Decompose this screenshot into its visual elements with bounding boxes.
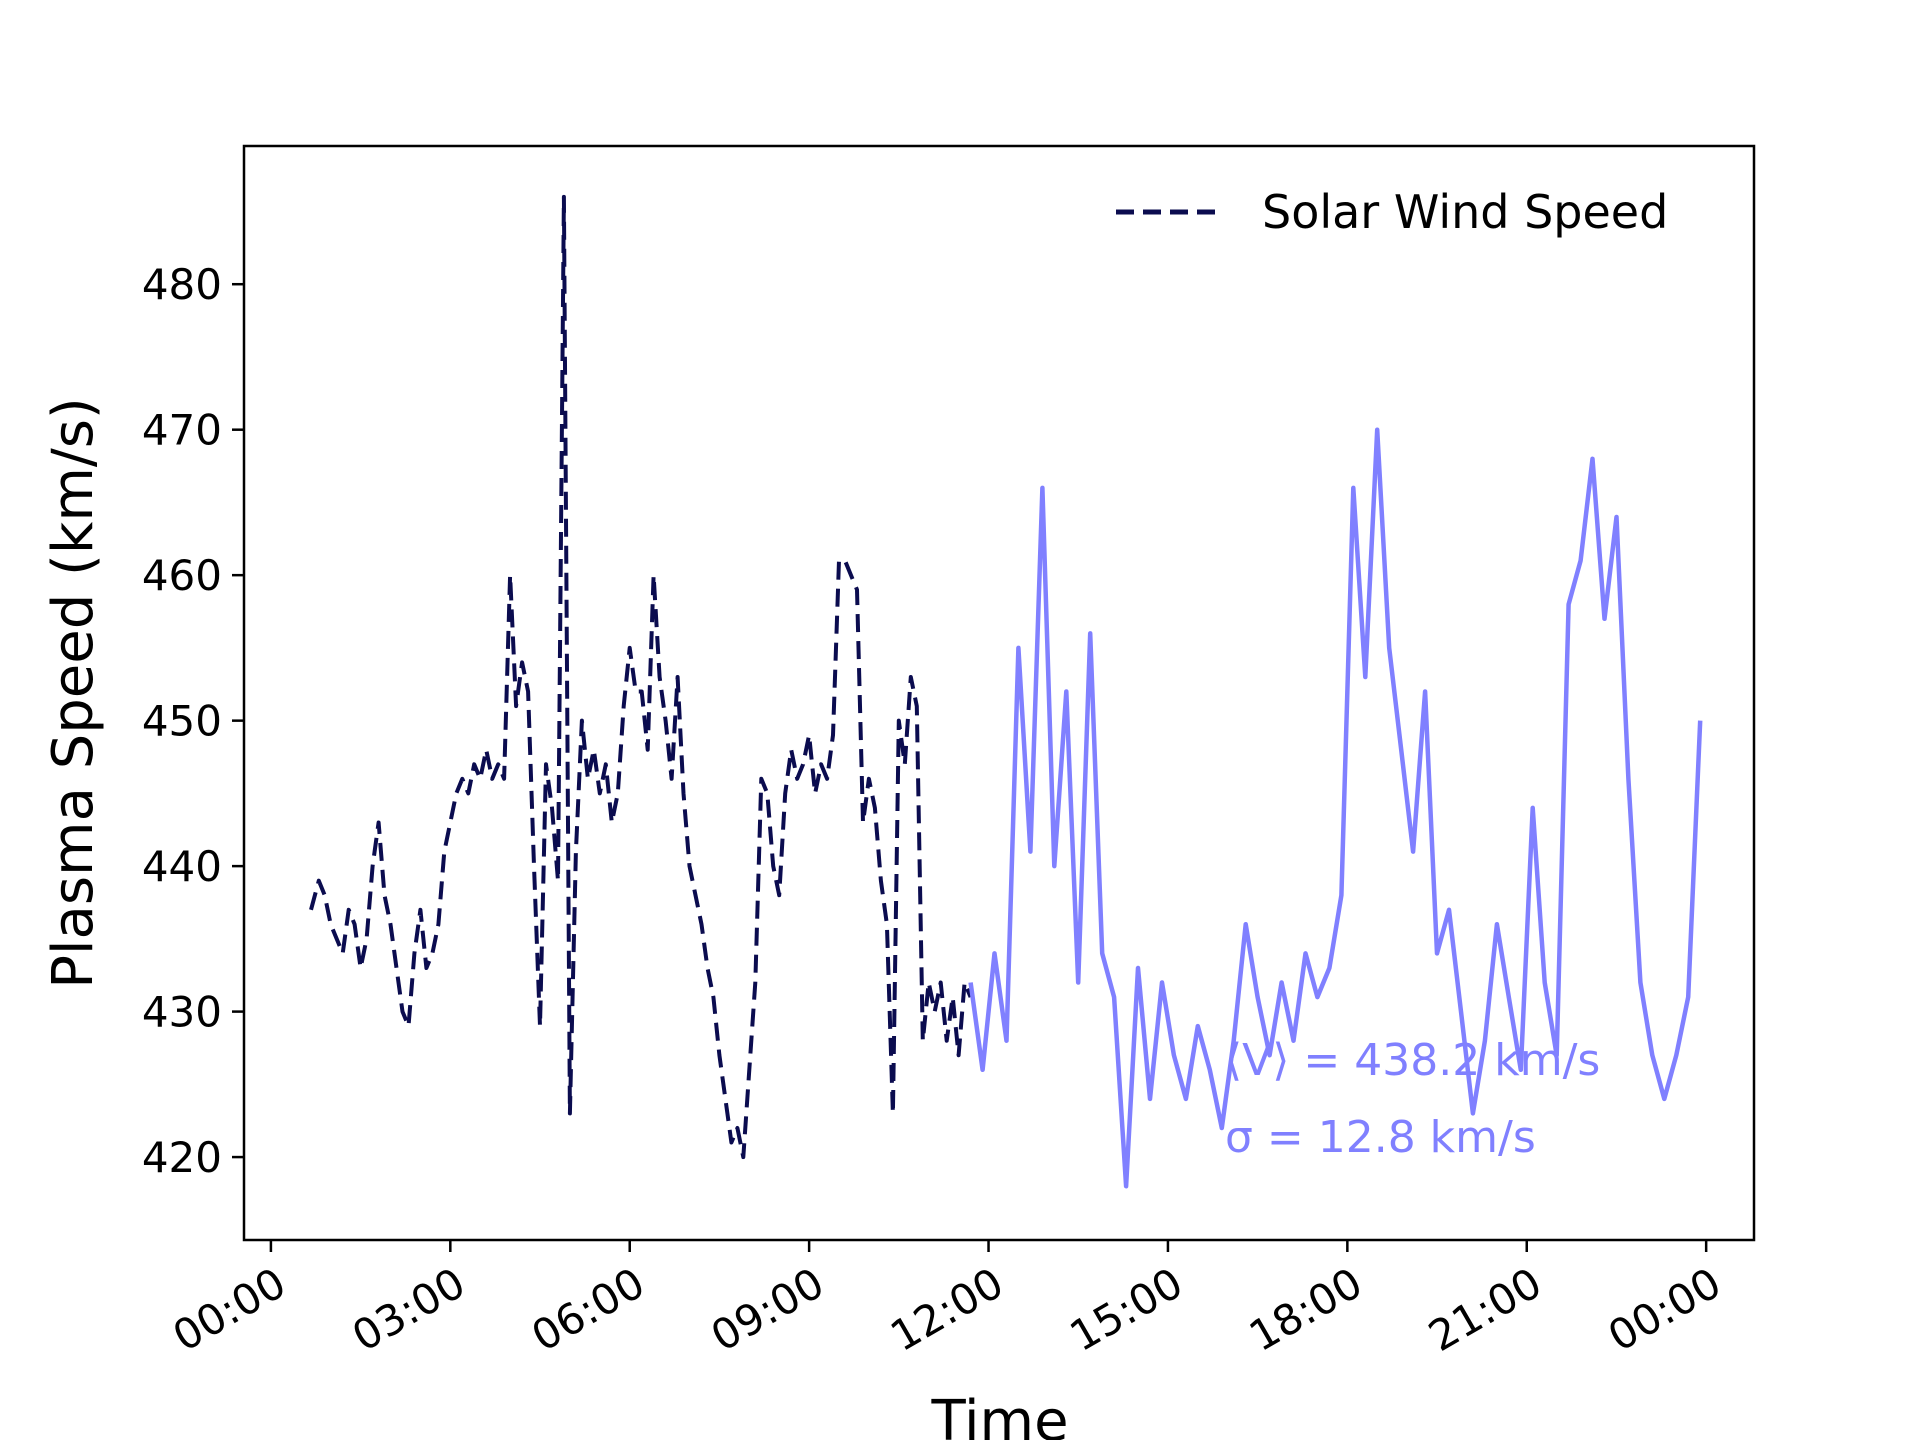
y-tick-label: 450	[142, 697, 222, 746]
y-axis-label: Plasma Speed (km/s)	[41, 397, 106, 989]
y-tick-label: 420	[142, 1133, 222, 1182]
x-axis-label: Time	[930, 1389, 1068, 1440]
solar-wind-speed-line	[309, 194, 973, 1160]
y-tick-label: 470	[142, 406, 222, 455]
sigma-annotation: σ = 12.8 km/s	[1225, 1112, 1536, 1163]
y-tick-label: 460	[142, 551, 222, 600]
mean-annotation: ⟨V⟩ = 438.2 km/s	[1225, 1035, 1600, 1086]
y-tick-label: 430	[142, 988, 222, 1037]
legend: Solar Wind Speed	[1116, 185, 1668, 239]
y-tick-label: 440	[142, 842, 222, 891]
series-line-1	[968, 427, 1703, 1189]
y-axis-ticks: 420 430 440 450 460 470 480	[142, 260, 244, 1182]
legend-label: Solar Wind Speed	[1262, 185, 1668, 239]
series-layer	[309, 194, 1703, 1189]
y-tick-label: 480	[142, 260, 222, 309]
plot-frame	[242, 144, 1756, 1242]
